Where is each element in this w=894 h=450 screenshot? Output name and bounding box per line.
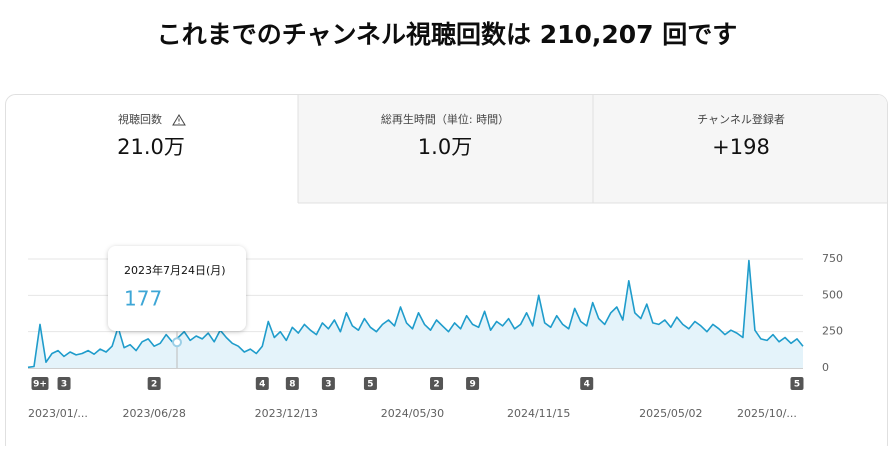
event-label: 4 bbox=[259, 380, 265, 390]
event-badge bbox=[363, 377, 377, 390]
event-badge bbox=[430, 377, 444, 390]
tab-label: 視聴回数 bbox=[118, 112, 162, 126]
tab[interactable]: チャンネル登録者 +198 bbox=[697, 112, 785, 159]
tab[interactable]: 総再生時間（単位: 時間） 1.0万 bbox=[381, 112, 509, 159]
tab-label: チャンネル登録者 bbox=[697, 112, 785, 126]
x-tick-label: 2023/06/28 bbox=[122, 407, 185, 420]
x-tick-label: 2024/05/30 bbox=[381, 407, 444, 420]
event-label: 8 bbox=[289, 380, 295, 390]
warning-icon bbox=[172, 114, 186, 126]
event-label: 2 bbox=[151, 380, 157, 390]
event-badge bbox=[147, 377, 161, 390]
tab[interactable]: 視聴回数 21.0万 bbox=[117, 112, 186, 159]
tab-value: 21.0万 bbox=[117, 135, 185, 159]
event-label: 9 bbox=[469, 380, 475, 390]
tooltip-value: 177 bbox=[124, 287, 162, 311]
event-label: 3 bbox=[325, 380, 331, 390]
y-tick-label: 0 bbox=[822, 361, 829, 374]
line bbox=[27, 259, 804, 369]
x-tick-label: 2024/11/15 bbox=[507, 407, 570, 420]
y-tick-label: 500 bbox=[822, 288, 843, 301]
x-tick-label: 2025/10/... bbox=[737, 407, 797, 420]
area bbox=[28, 260, 803, 368]
x-tick-label: 2023/01/... bbox=[28, 407, 88, 420]
x-tick-label: 2023/12/13 bbox=[255, 407, 318, 420]
page-title: これまでのチャンネル視聴回数は 210,207 回です bbox=[157, 20, 738, 49]
event-label: 9+ bbox=[33, 380, 47, 390]
event-label: 3 bbox=[61, 380, 67, 390]
x-tick-label: 2025/05/02 bbox=[639, 407, 702, 420]
event-label: 5 bbox=[794, 380, 800, 390]
event-badge bbox=[321, 377, 335, 390]
event-badge bbox=[255, 377, 269, 390]
plot: 0 250 500 750 2023/01/... 2023/06/28 2023/12/1… bbox=[27, 252, 843, 420]
event-badge bbox=[31, 377, 49, 390]
tab-label: 総再生時間（単位: 時間） bbox=[381, 112, 509, 126]
tooltip-box bbox=[108, 246, 246, 331]
tooltip-dot bbox=[172, 337, 182, 348]
event-label: 2 bbox=[433, 380, 439, 390]
event-label: 5 bbox=[367, 380, 373, 390]
event-badge bbox=[57, 377, 71, 390]
event-badge bbox=[285, 377, 299, 390]
event-badge bbox=[580, 377, 594, 390]
event-badge bbox=[466, 377, 480, 390]
tooltip: 2023年7月24日(月) 177 bbox=[108, 246, 246, 368]
event-badge bbox=[790, 377, 804, 390]
y-tick-label: 750 bbox=[822, 252, 843, 265]
tab-value: 1.0万 bbox=[418, 135, 472, 159]
tooltip-date: 2023年7月24日(月) bbox=[124, 263, 226, 277]
event-label: 4 bbox=[584, 380, 590, 390]
y-tick-label: 250 bbox=[822, 325, 843, 338]
tab-value: +198 bbox=[712, 135, 770, 159]
